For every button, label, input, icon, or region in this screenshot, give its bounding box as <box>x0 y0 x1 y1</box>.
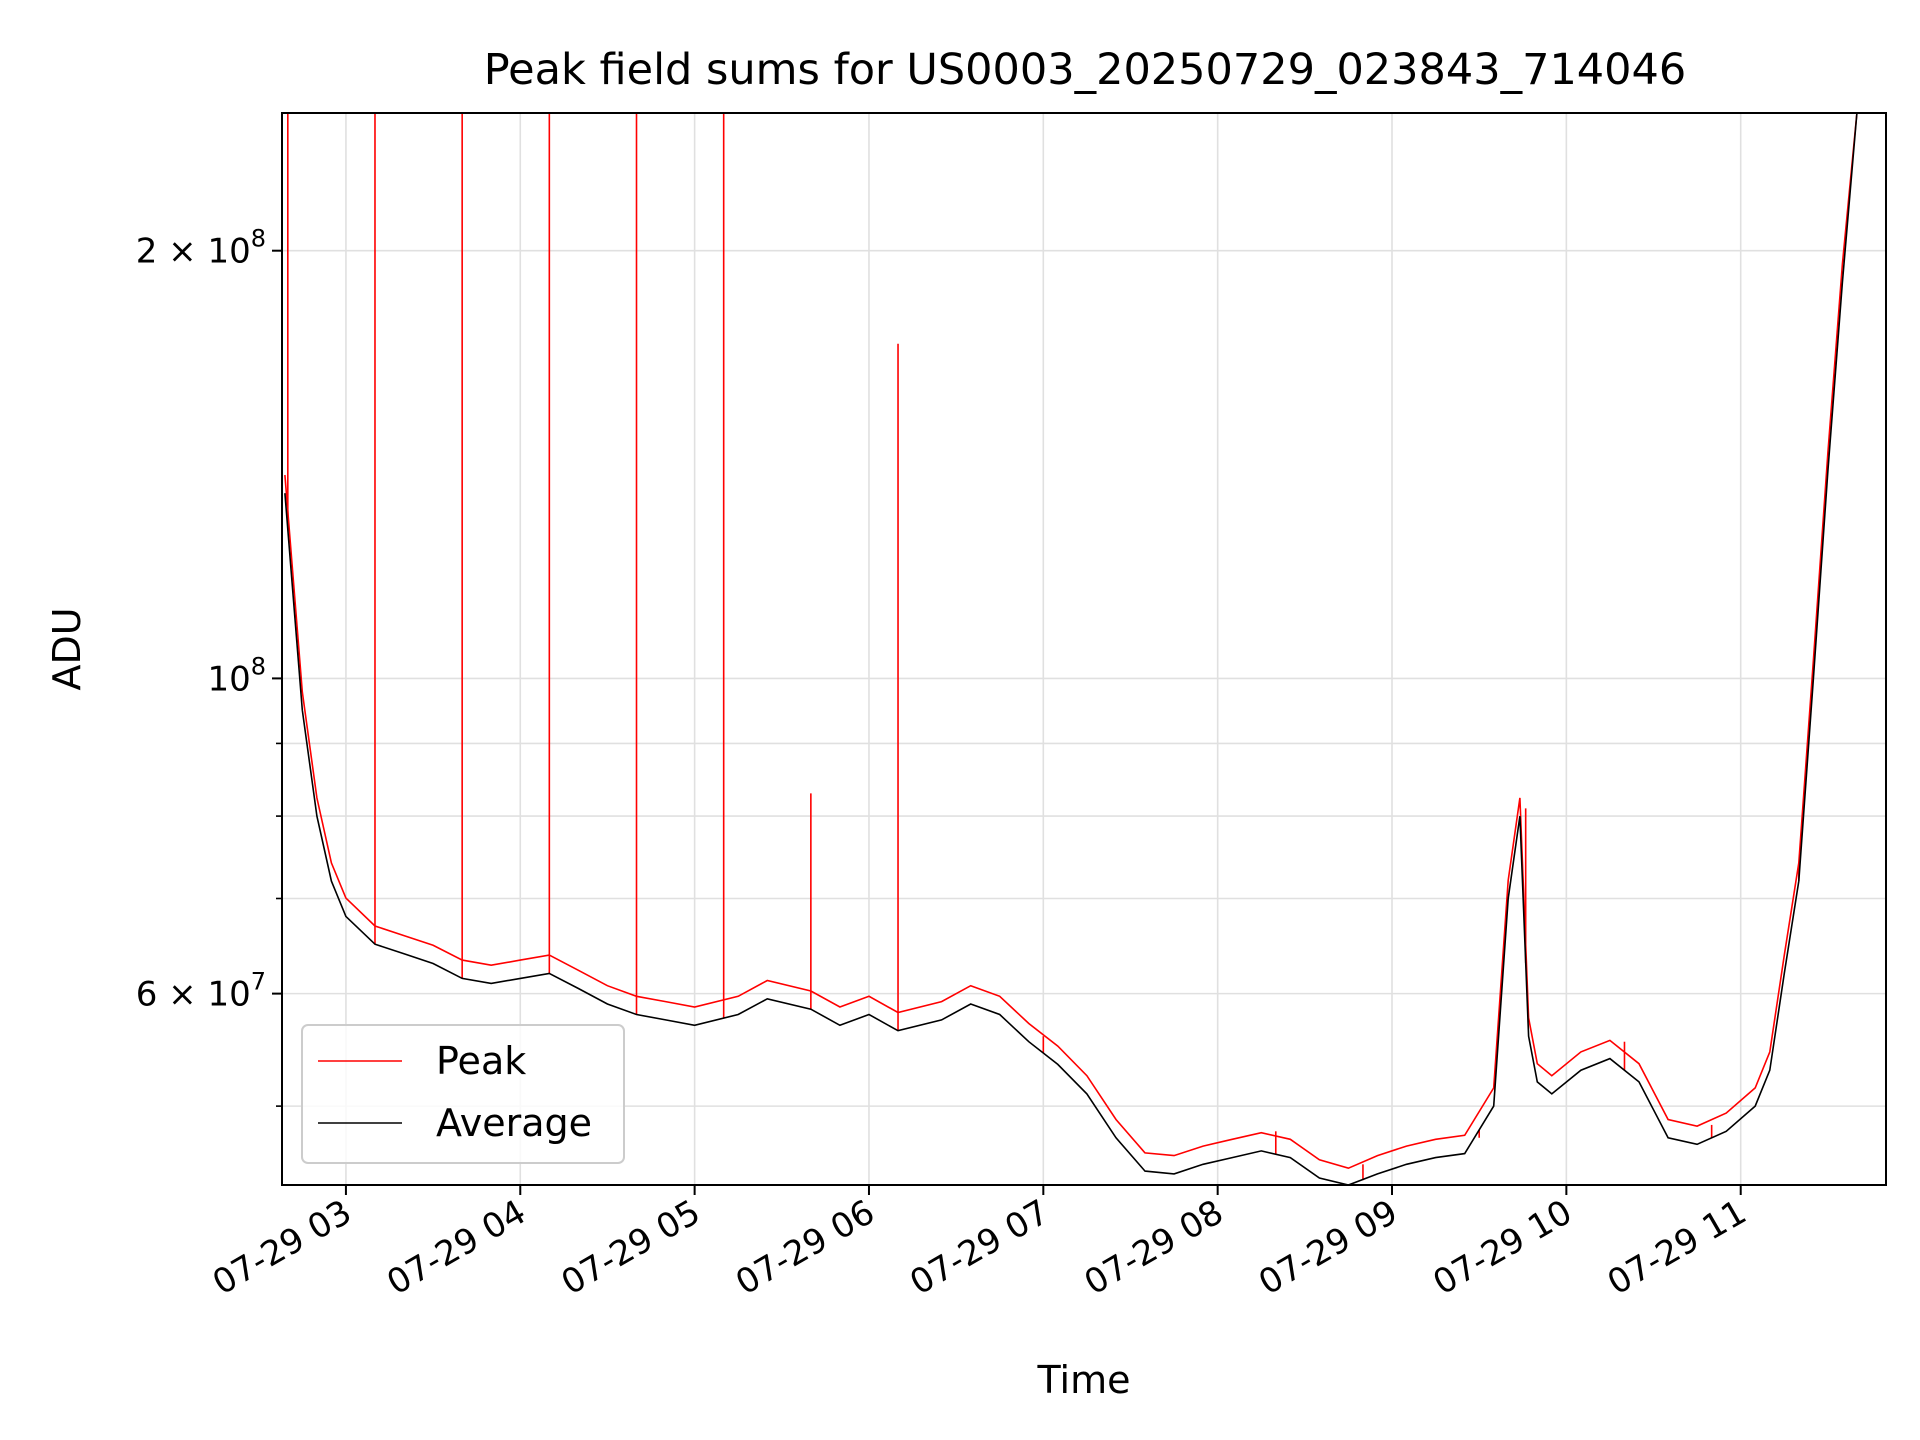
grid <box>282 113 1886 1185</box>
x-axis-label: Time <box>1037 1358 1131 1402</box>
legend-label-average: Average <box>436 1101 592 1145</box>
series-peak <box>284 112 1884 1181</box>
y-tick-label: 6 × 107 <box>136 968 266 1015</box>
peak-line <box>284 112 1884 1170</box>
y-axis-label: ADU <box>45 607 89 690</box>
plot-frame <box>281 112 1887 1186</box>
series-average <box>284 112 1884 1186</box>
average-line <box>284 112 1884 1186</box>
chart-title: Peak field sums for US0003_20250729_0238… <box>484 45 1687 95</box>
legend-label-peak: Peak <box>436 1039 526 1083</box>
y-tick-label: 2 × 108 <box>136 225 266 272</box>
y-tick-label: 108 <box>207 652 266 699</box>
legend: Peak Average <box>301 1024 625 1164</box>
y-axis: 6 × 107 108 2 × 108 <box>136 225 282 1107</box>
legend-box <box>301 1024 625 1164</box>
